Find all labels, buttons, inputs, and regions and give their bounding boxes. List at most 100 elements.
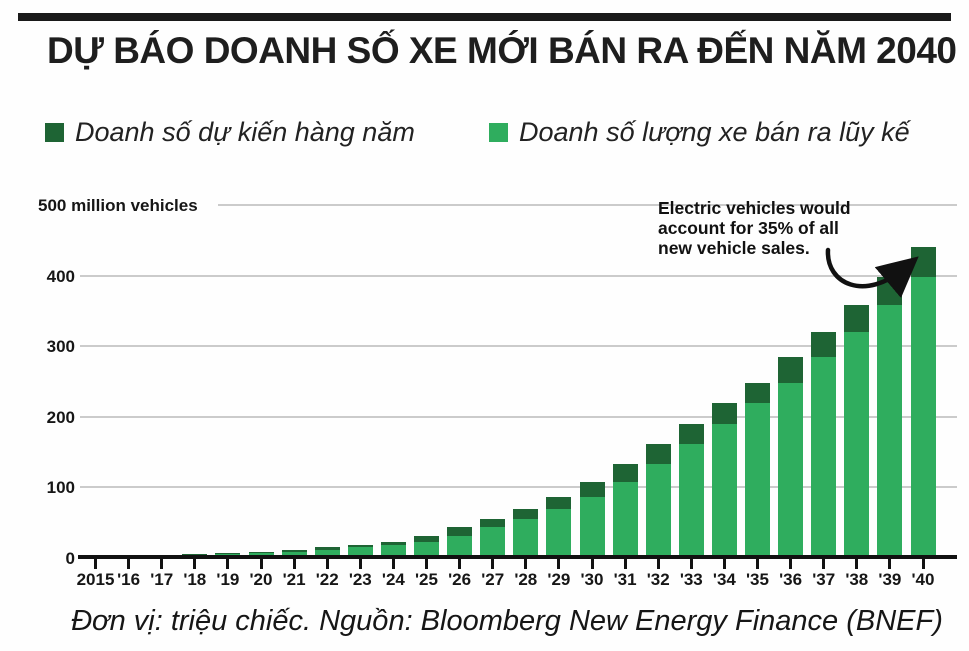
bar-segment-cumulative <box>513 519 539 558</box>
bar-segment-annual <box>215 553 241 555</box>
x-label-35: '35 <box>746 570 769 589</box>
bar-segment-annual <box>281 549 307 552</box>
bar-24 <box>380 541 406 558</box>
bar-39 <box>877 277 903 558</box>
bar-segment-cumulative <box>612 481 638 558</box>
x-tick-31 <box>623 559 627 569</box>
bar-segment-annual <box>513 509 539 520</box>
bar-22 <box>314 547 340 558</box>
bar-segment-annual <box>612 464 638 482</box>
x-label-32: '32 <box>646 570 670 589</box>
bar-segment-annual <box>347 544 373 548</box>
x-tick-32 <box>656 559 660 569</box>
x-label-33: '33 <box>679 570 703 589</box>
bar-33 <box>678 423 704 558</box>
gridline-500 <box>218 204 957 206</box>
x-tick-29 <box>557 559 561 569</box>
bar-segment-cumulative <box>447 536 473 558</box>
bar-segment-annual <box>579 481 605 497</box>
bar-segment-cumulative <box>579 496 605 558</box>
x-tick-20 <box>259 559 263 569</box>
bar-segment-annual <box>645 444 671 465</box>
x-label-22: '22 <box>315 570 339 589</box>
bar-32 <box>645 444 671 558</box>
x-tick-18 <box>193 559 197 569</box>
x-tick-34 <box>722 559 726 569</box>
bar-segment-cumulative <box>778 382 804 558</box>
x-tick-33 <box>689 559 693 569</box>
x-label-20: '20 <box>249 570 273 589</box>
x-tick-24 <box>391 559 395 569</box>
chart-legend: Doanh số dự kiến hàng năm Doanh số lượng… <box>0 117 969 153</box>
x-label-29: '29 <box>547 570 571 589</box>
annotation-arrow-icon <box>825 247 919 298</box>
y-tick-label-0: 0 <box>65 549 75 568</box>
bar-segment-cumulative <box>645 464 671 558</box>
top-divider-rule <box>18 13 951 21</box>
x-tick-21 <box>292 559 296 569</box>
x-label-38: '38 <box>845 570 869 589</box>
bar-segment-cumulative <box>711 423 737 558</box>
bar-segment-cumulative <box>414 541 439 558</box>
bar-35 <box>745 382 770 558</box>
x-tick-19 <box>226 559 230 569</box>
bar-23 <box>347 544 373 558</box>
x-axis-line <box>78 555 957 559</box>
x-label-37: '37 <box>812 570 836 589</box>
bar-36 <box>778 356 804 558</box>
bar-27 <box>480 519 506 558</box>
x-tick-36 <box>789 559 793 569</box>
x-tick-38 <box>855 559 859 569</box>
x-label-24: '24 <box>381 570 405 589</box>
gridline-200 <box>80 415 957 418</box>
x-tick-17 <box>160 559 164 569</box>
legend-swatch-light-green <box>489 123 508 142</box>
bar-40 <box>910 247 936 558</box>
annotation-text: Electric vehicles would account for 35% … <box>658 198 888 258</box>
x-label-39: '39 <box>878 570 902 589</box>
y-tick-label-500: 500 million vehicles <box>38 196 198 215</box>
x-label-17: '17 <box>150 570 174 589</box>
bar-segment-annual <box>380 541 406 545</box>
x-tick-35 <box>756 559 759 569</box>
x-label-30: '30 <box>580 570 604 589</box>
bar-segment-cumulative <box>380 544 406 558</box>
y-tick-label-200: 200 <box>46 407 75 427</box>
bar-segment-annual <box>711 403 737 424</box>
x-label-28: '28 <box>514 570 538 589</box>
bar-25 <box>414 536 439 558</box>
bar-segment-cumulative <box>811 356 837 558</box>
source-caption: Đơn vị: triệu chiếc. Nguồn: Bloomberg Ne… <box>71 605 943 637</box>
bar-segment-annual <box>745 382 770 404</box>
x-tick-23 <box>358 559 362 569</box>
bar-segment-annual <box>314 547 340 550</box>
bar-segment-annual <box>778 356 804 383</box>
bar-segment-cumulative <box>877 305 903 558</box>
x-tick-22 <box>325 559 329 569</box>
bar-segment-cumulative <box>844 332 870 558</box>
annotation-line-3: new vehicle sales. <box>658 238 810 258</box>
x-tick-40 <box>921 559 925 569</box>
bar-segment-annual <box>414 536 439 542</box>
bar-segment-annual <box>844 305 870 333</box>
bar-28 <box>513 509 539 558</box>
bar-31 <box>612 464 638 558</box>
x-label-2015: 2015 <box>76 570 115 589</box>
legend-label-annual-sales: Doanh số dự kiến hàng năm <box>75 117 415 147</box>
legend-item-annual-sales: Doanh số dự kiến hàng năm <box>45 117 415 148</box>
gridline-400 <box>80 274 957 277</box>
x-tick-39 <box>888 559 892 569</box>
x-tick-2015 <box>94 559 97 569</box>
bar-segment-cumulative <box>745 403 770 558</box>
x-tick-16 <box>127 559 131 569</box>
bar-segment-annual <box>546 496 572 510</box>
gridline-100 <box>80 486 957 489</box>
x-label-26: '26 <box>448 570 472 589</box>
bar-segment-cumulative <box>314 549 340 558</box>
x-tick-26 <box>458 559 462 569</box>
x-tick-28 <box>524 559 528 569</box>
x-tick-37 <box>822 559 826 569</box>
gridline-300 <box>80 345 957 348</box>
y-tick-label-100: 100 <box>46 478 75 498</box>
legend-swatch-dark-green <box>45 123 64 142</box>
